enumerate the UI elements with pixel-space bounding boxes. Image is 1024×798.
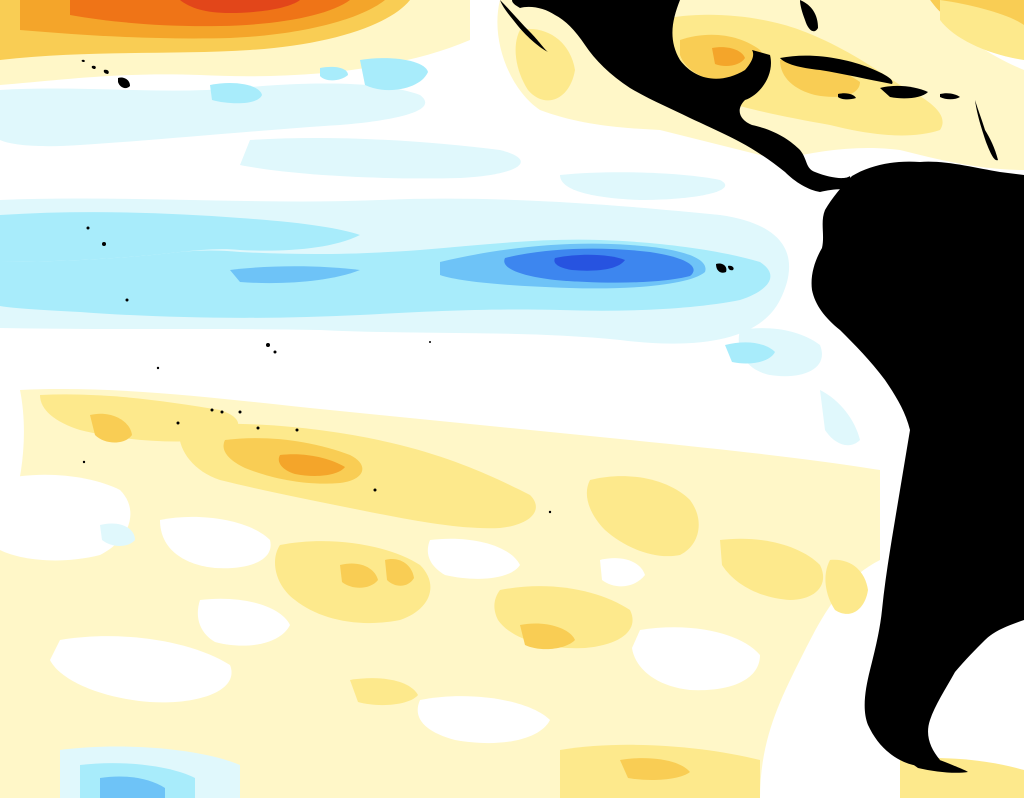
landmasses [81, 0, 1024, 773]
tierra-del-fuego [900, 753, 968, 773]
cool-band-equatorial [0, 198, 860, 446]
cuba [780, 55, 893, 84]
cool-patch-south-west [60, 523, 240, 798]
warm-band-south-pacific [0, 389, 1024, 798]
south-pacific-islands [82, 226, 552, 514]
north-america [512, 0, 852, 192]
south-america [811, 161, 1024, 766]
hispaniola [880, 85, 928, 99]
galapagos [716, 263, 734, 273]
cool-patches-north [0, 58, 726, 200]
jamaica [838, 93, 856, 100]
florida [800, 0, 818, 32]
puerto-rico [940, 93, 960, 100]
hawaii [81, 59, 130, 89]
baja-california [500, 0, 548, 52]
lesser-antilles [975, 100, 998, 161]
neutral-patches-south [0, 474, 760, 744]
